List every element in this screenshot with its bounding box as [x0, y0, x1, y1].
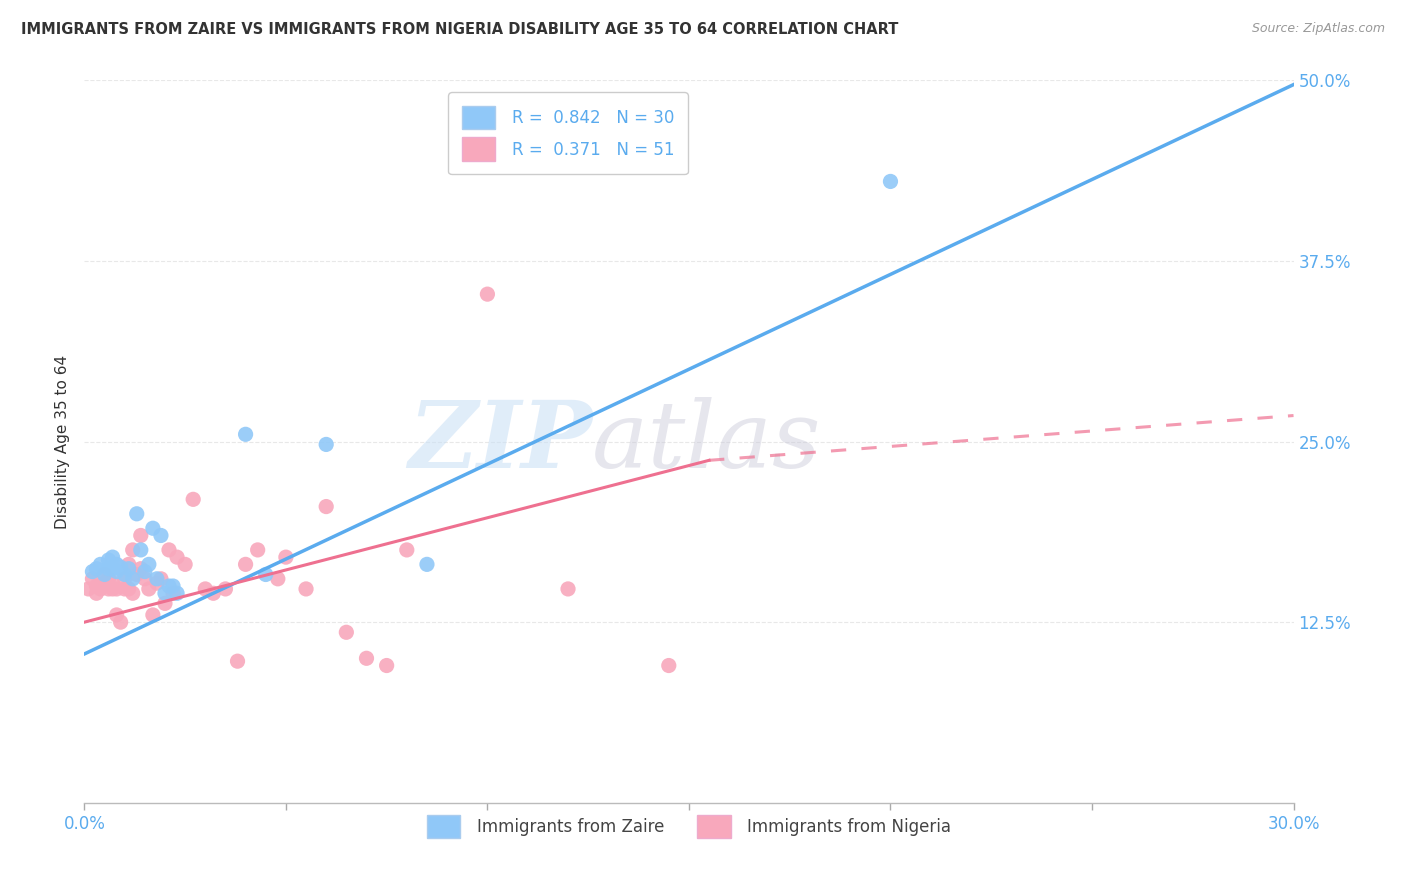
Point: [658, 658, 681, 673]
Point: [118, 582, 141, 596]
Point: [89, 558, 111, 572]
Point: [77, 582, 100, 596]
Point: [214, 582, 236, 596]
Point: [142, 521, 165, 535]
Point: [129, 528, 152, 542]
Point: [315, 437, 337, 451]
Point: [101, 576, 124, 591]
Point: [125, 567, 148, 582]
Point: [267, 572, 290, 586]
Point: [235, 427, 257, 442]
Point: [226, 654, 249, 668]
Point: [134, 565, 156, 579]
Point: [101, 582, 124, 596]
Point: [395, 542, 418, 557]
Point: [146, 572, 169, 586]
Point: [101, 550, 124, 565]
Point: [110, 615, 132, 630]
Point: [86, 579, 108, 593]
Point: [105, 582, 128, 596]
Point: [101, 562, 124, 576]
Point: [97, 562, 120, 576]
Point: [162, 579, 184, 593]
Text: atlas: atlas: [592, 397, 821, 486]
Point: [149, 528, 172, 542]
Point: [246, 542, 269, 557]
Text: Source: ZipAtlas.com: Source: ZipAtlas.com: [1251, 22, 1385, 36]
Point: [181, 492, 204, 507]
Point: [114, 572, 136, 586]
Point: [153, 586, 176, 600]
Point: [157, 579, 180, 593]
Point: [118, 562, 141, 576]
Point: [254, 567, 277, 582]
Point: [146, 576, 169, 591]
Point: [121, 572, 143, 586]
Point: [121, 586, 143, 600]
Point: [295, 582, 318, 596]
Point: [477, 287, 499, 301]
Point: [202, 586, 225, 600]
Point: [162, 586, 184, 600]
Point: [105, 607, 128, 622]
Text: ZIP: ZIP: [408, 397, 592, 486]
Point: [86, 562, 108, 576]
Point: [118, 558, 141, 572]
Point: [97, 582, 120, 596]
Point: [89, 582, 111, 596]
Point: [114, 567, 136, 582]
Point: [82, 572, 104, 586]
Point: [174, 558, 197, 572]
Point: [356, 651, 378, 665]
Point: [194, 582, 217, 596]
Point: [166, 550, 188, 565]
Point: [166, 586, 188, 600]
Point: [315, 500, 337, 514]
Point: [274, 550, 297, 565]
Point: [416, 558, 439, 572]
Point: [557, 582, 579, 596]
Point: [97, 553, 120, 567]
Point: [157, 542, 180, 557]
Point: [110, 560, 132, 574]
Point: [105, 565, 128, 579]
Point: [138, 558, 160, 572]
Point: [134, 572, 156, 586]
Point: [129, 562, 152, 576]
Point: [93, 576, 115, 591]
Point: [97, 572, 120, 586]
Point: [149, 572, 172, 586]
Point: [105, 558, 128, 572]
Point: [879, 174, 901, 188]
Point: [235, 558, 257, 572]
Point: [335, 625, 357, 640]
Point: [114, 582, 136, 596]
Point: [153, 596, 176, 610]
Point: [82, 565, 104, 579]
Point: [93, 567, 115, 582]
Point: [86, 586, 108, 600]
Y-axis label: Disability Age 35 to 64: Disability Age 35 to 64: [55, 354, 70, 529]
Point: [375, 658, 398, 673]
Point: [142, 607, 165, 622]
Point: [125, 507, 148, 521]
Point: [129, 542, 152, 557]
Legend: Immigrants from Zaire, Immigrants from Nigeria: Immigrants from Zaire, Immigrants from N…: [420, 808, 957, 845]
Point: [121, 542, 143, 557]
Point: [93, 567, 115, 582]
Text: IMMIGRANTS FROM ZAIRE VS IMMIGRANTS FROM NIGERIA DISABILITY AGE 35 TO 64 CORRELA: IMMIGRANTS FROM ZAIRE VS IMMIGRANTS FROM…: [21, 22, 898, 37]
Point: [138, 582, 160, 596]
